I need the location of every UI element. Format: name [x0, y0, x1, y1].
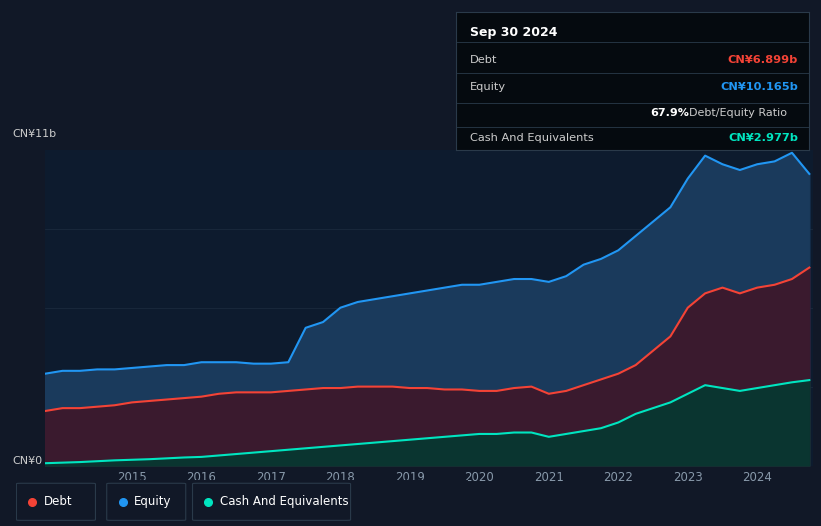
Text: Debt: Debt — [44, 495, 72, 508]
FancyBboxPatch shape — [107, 483, 186, 520]
Text: Debt: Debt — [470, 55, 498, 65]
Text: CN¥6.899b: CN¥6.899b — [727, 55, 798, 65]
FancyBboxPatch shape — [16, 483, 95, 520]
Text: CN¥2.977b: CN¥2.977b — [728, 133, 798, 143]
Text: CN¥11b: CN¥11b — [12, 129, 57, 139]
Text: 67.9%: 67.9% — [650, 108, 689, 118]
Text: Equity: Equity — [134, 495, 172, 508]
Text: CN¥10.165b: CN¥10.165b — [720, 82, 798, 92]
Text: CN¥0: CN¥0 — [12, 456, 43, 466]
Text: Equity: Equity — [470, 82, 506, 92]
Text: Debt/Equity Ratio: Debt/Equity Ratio — [689, 108, 787, 118]
Text: Cash And Equivalents: Cash And Equivalents — [220, 495, 348, 508]
Text: Cash And Equivalents: Cash And Equivalents — [470, 133, 594, 143]
Text: Sep 30 2024: Sep 30 2024 — [470, 26, 557, 38]
FancyBboxPatch shape — [193, 483, 351, 520]
